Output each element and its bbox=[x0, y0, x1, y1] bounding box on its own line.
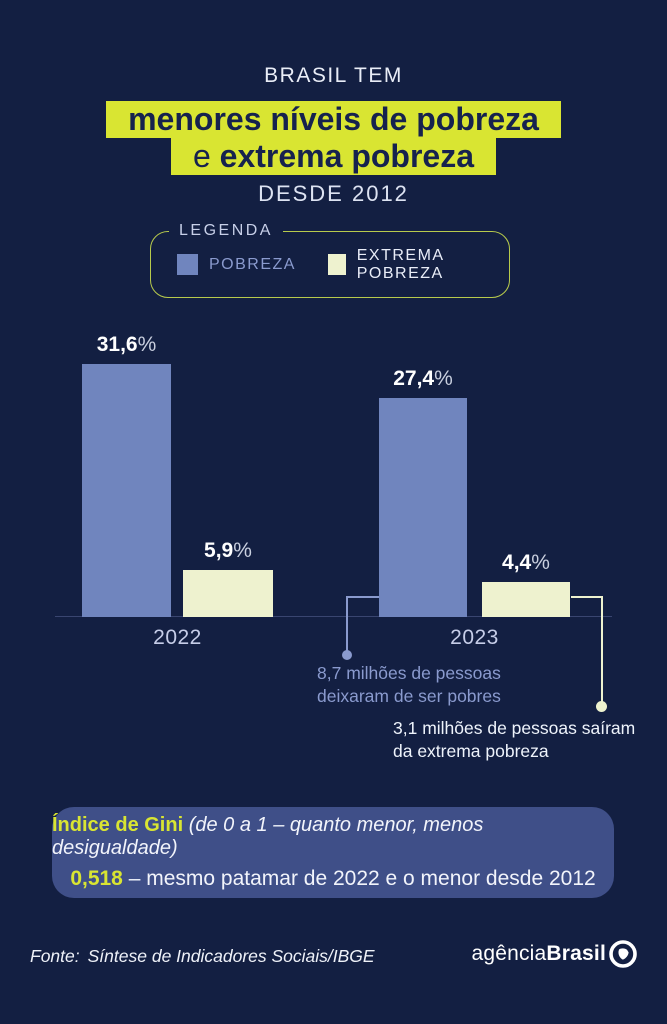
title-line-1-wrap: menores níveis de pobreza bbox=[0, 101, 667, 138]
gini-scale-note: (de 0 a 1 – quanto menor, menos desigual… bbox=[52, 814, 484, 859]
subtitle-text: DESDE 2012 bbox=[258, 181, 409, 206]
callout-right-line bbox=[571, 596, 603, 598]
bar-rect-2023-extrema-pobreza bbox=[482, 582, 570, 617]
bar-rect-2022-pobreza bbox=[82, 364, 171, 617]
logo-text-bold: Brasil bbox=[546, 942, 606, 965]
annotation-line: 3,1 milhões de pessoas saíram bbox=[393, 718, 636, 738]
callout-left-line bbox=[346, 596, 348, 652]
callout-left-line bbox=[346, 596, 379, 598]
percent-sign: % bbox=[434, 367, 453, 390]
bar-2022-extrema-pobreza: 5,9% bbox=[183, 539, 273, 617]
annotation-line: deixaram de ser pobres bbox=[317, 686, 501, 706]
legend-item-pobreza: POBREZA bbox=[177, 254, 296, 275]
bar-2023-pobreza: 27,4% bbox=[379, 367, 467, 617]
extrema-pobreza-swatch-icon bbox=[327, 254, 346, 275]
source-text: Síntese de Indicadores Sociais/IBGE bbox=[87, 946, 375, 966]
x-axis-label-2022: 2022 bbox=[153, 626, 202, 649]
annotation-line: 8,7 milhões de pessoas bbox=[317, 663, 501, 683]
pobreza-swatch-icon bbox=[177, 254, 198, 275]
x-axis-label-2023: 2023 bbox=[450, 626, 499, 649]
logo-text-regular: agência bbox=[471, 942, 547, 965]
bar-2022-pobreza: 31,6% bbox=[82, 333, 171, 617]
title-line-2-wrap: e extrema pobreza bbox=[0, 138, 667, 175]
gini-line-2: 0,518 – mesmo patamar de 2022 e o menor … bbox=[70, 867, 595, 891]
legend-box: LEGENDA POBREZA EXTREMA POBREZA bbox=[150, 222, 510, 298]
legend-items: POBREZA EXTREMA POBREZA bbox=[177, 232, 509, 297]
percent-sign: % bbox=[233, 539, 252, 562]
bar-rect-2023-pobreza bbox=[379, 398, 467, 617]
title-line-2: e extrema pobreza bbox=[170, 138, 496, 175]
bar-value-label: 31,6% bbox=[96, 333, 157, 356]
annotation-line: da extrema pobreza bbox=[393, 741, 549, 761]
callout-right-line bbox=[601, 596, 603, 703]
callout-right-dot-icon bbox=[596, 701, 607, 712]
gini-value-note: – mesmo patamar de 2022 e o menor desde … bbox=[122, 867, 596, 890]
annotation-extrema-pobreza: 3,1 milhões de pessoas saíram da extrema… bbox=[393, 717, 635, 763]
annotation-pobreza: 8,7 milhões de pessoas deixaram de ser p… bbox=[317, 662, 501, 708]
gini-index-box: Índice de Gini (de 0 a 1 – quanto menor,… bbox=[52, 807, 614, 898]
percent-sign: % bbox=[137, 333, 157, 356]
kicker-text: BRASIL TEM bbox=[264, 64, 403, 87]
brasil-map-circle-icon bbox=[609, 940, 637, 968]
title-line-2-bold: extrema pobreza bbox=[219, 138, 474, 174]
callout-left-dot-icon bbox=[342, 650, 352, 660]
bar-value-label: 4,4% bbox=[502, 551, 550, 574]
bar-rect-2022-extrema-pobreza bbox=[183, 570, 273, 617]
bar-value-label: 27,4% bbox=[393, 367, 453, 390]
title-line-1: menores níveis de pobreza bbox=[106, 101, 561, 138]
legend-label-extrema-pobreza: EXTREMA POBREZA bbox=[356, 246, 444, 282]
source-label: Fonte: bbox=[30, 946, 80, 966]
chart-baseline bbox=[55, 616, 612, 617]
legend-label-pobreza: POBREZA bbox=[209, 255, 296, 273]
legend-item-extrema-pobreza: EXTREMA POBREZA bbox=[327, 246, 509, 283]
percent-sign: % bbox=[531, 551, 550, 574]
source-note: Fonte: Síntese de Indicadores Sociais/IBG… bbox=[30, 946, 375, 967]
title-line-2-prefix: e bbox=[192, 138, 220, 174]
agencia-brasil-logo: agênciaBrasil bbox=[471, 940, 637, 968]
bar-value-label: 5,9% bbox=[204, 539, 252, 562]
gini-line-1: Índice de Gini (de 0 a 1 – quanto menor,… bbox=[52, 814, 614, 860]
bar-2023-extrema-pobreza: 4,4% bbox=[482, 551, 570, 617]
legend-title: LEGENDA bbox=[169, 222, 283, 240]
gini-value: 0,518 bbox=[70, 867, 123, 890]
gini-label: Índice de Gini bbox=[52, 814, 184, 836]
logo-text: agênciaBrasil bbox=[471, 942, 606, 966]
